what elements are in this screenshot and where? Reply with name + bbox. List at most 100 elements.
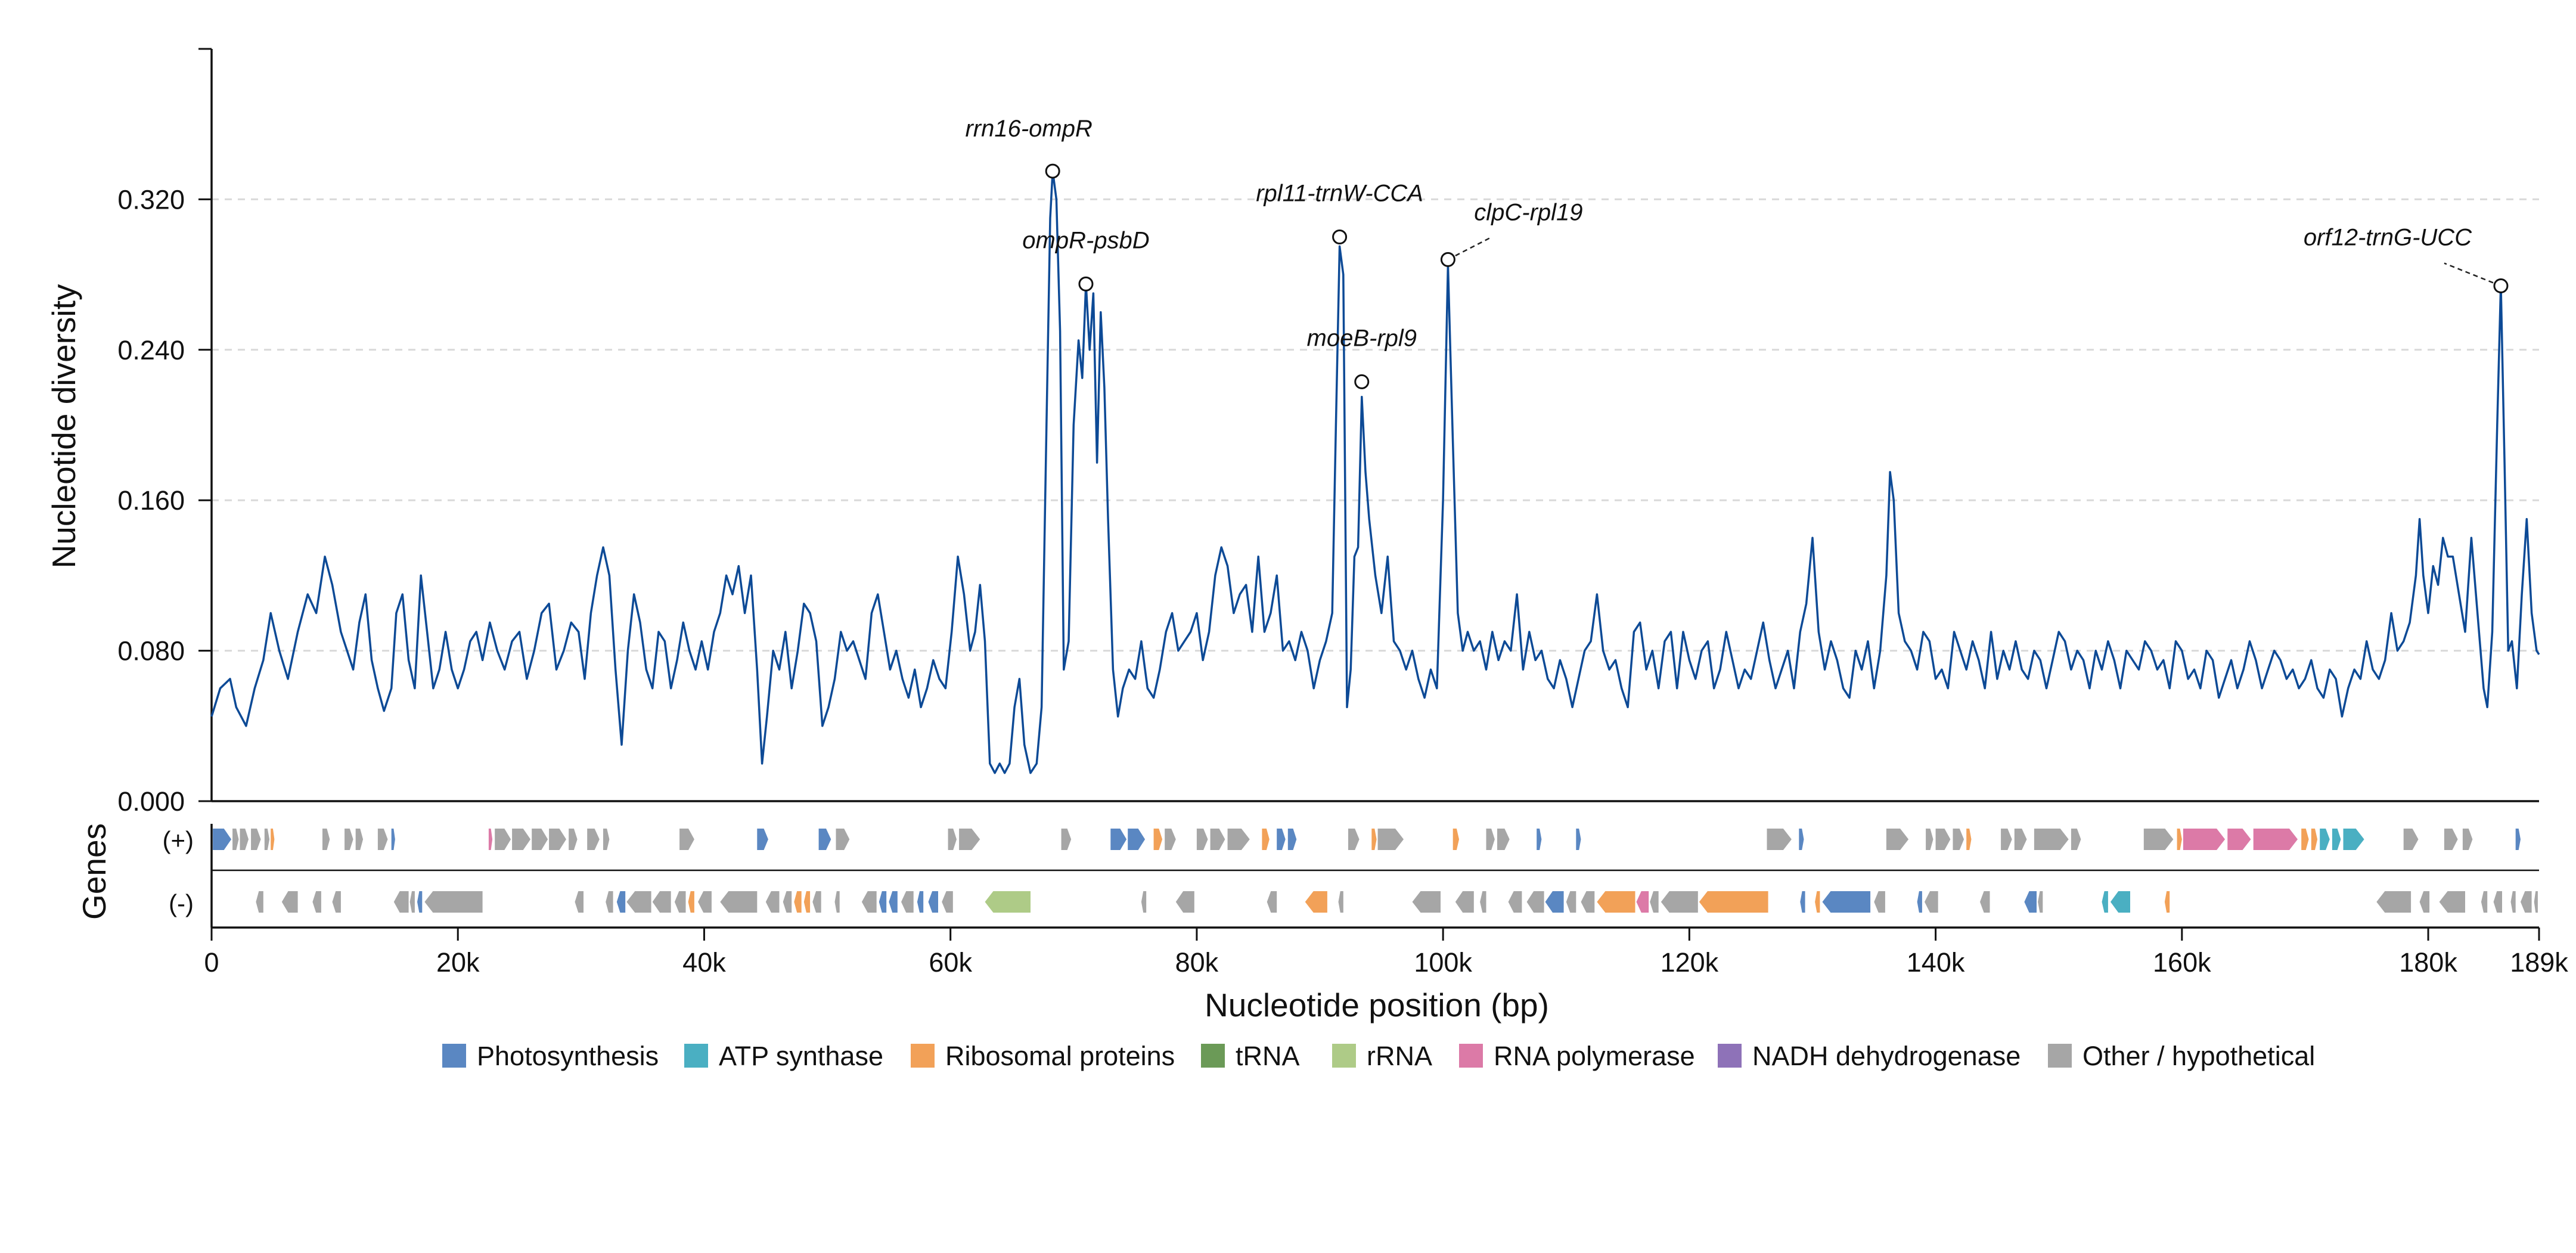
gene-arrow-plus [213,829,232,850]
gene-arrow-minus [2439,891,2465,913]
gene-arrow-minus [2419,891,2430,913]
legend-swatch [684,1044,708,1068]
legend-swatch [1718,1044,1742,1068]
peak-marker [1354,374,1370,389]
gene-arrow-minus [1566,891,1576,913]
gene-arrow-plus [587,829,600,850]
gene-arrow-minus [606,891,613,913]
peak-marker [1332,229,1348,244]
gene-arrow-plus [1165,829,1176,850]
y-tick-label: 0.240 [117,335,185,365]
gene-arrow-minus [879,891,887,913]
gene-arrow-plus [391,829,395,850]
gene-arrow-plus [2071,829,2081,850]
x-tick-label: 180k [2399,947,2457,978]
gene-arrow-minus [2510,891,2516,913]
gene-arrow-minus [1874,891,1885,913]
gene-arrow-minus [2376,891,2411,913]
gene-arrow-minus [1545,891,1564,913]
gene-arrow-minus [985,891,1031,913]
gene-arrow-plus [1277,829,1286,850]
gene-arrow-plus [2034,829,2069,850]
grid-lines [212,198,2539,652]
gene-arrow-plus [569,829,578,850]
x-tick-label: 160k [2153,947,2211,978]
strand-minus-label: (-) [169,889,194,917]
gene-arrow-minus [942,891,953,913]
diversity-series-line [210,170,2540,774]
peak-marker [1045,163,1060,179]
legend-label: Photosynthesis [477,1041,659,1071]
gene-arrow-plus [2311,829,2318,850]
legend-label: rRNA [1367,1041,1432,1071]
gene-arrow-minus [901,891,914,913]
legend-swatch [2048,1044,2072,1068]
legend-swatch [442,1044,466,1068]
x-tick-label: 60k [929,947,972,978]
peak-marker [2493,278,2509,294]
legend-swatch [911,1044,935,1068]
gene-arrow-minus [1980,891,1990,913]
gene-arrow-plus [1497,829,1510,850]
gene-arrow-plus [1537,829,1542,850]
gene-arrow-minus [1822,891,1871,913]
gene-arrow-plus [1210,829,1225,850]
gene-arrow-plus [959,829,980,850]
gene-arrow-plus [2253,829,2298,850]
legend-swatch [1459,1044,1483,1068]
gene-arrow-plus [948,829,957,850]
peak-label: rrn16-ompR [965,116,1092,142]
gene-arrow-plus [488,829,493,850]
gene-arrow-plus [1966,829,1972,850]
gene-arrow-plus [1486,829,1495,850]
gene-arrow-minus [2481,891,2488,913]
gene-arrow-plus [2177,829,2182,850]
gene-arrow-plus [1767,829,1792,850]
peak-marker [1440,252,1455,267]
gene-arrow-minus [2164,891,2170,913]
y-tick-label: 0.160 [117,485,185,516]
x-tick-label: 20k [436,947,480,978]
gene-arrow-minus [626,891,651,913]
gene-arrow-plus [322,829,330,850]
gene-arrow-minus [1925,891,1938,913]
gene-arrow-plus [377,829,388,850]
legend-label: ATP synthase [719,1041,883,1071]
gene-arrow-minus [1412,891,1441,913]
gene-arrow-plus [818,829,831,850]
gene-arrow-minus [1455,891,1474,913]
peak-label: clpC-rpl19 [1474,199,1582,225]
gene-arrow-plus [2462,829,2473,850]
gene-arrow-minus [2024,891,2037,913]
y-tick-label: 0.000 [117,786,185,817]
peak-label: orf12-trnG-UCC [2304,225,2472,251]
gene-arrow-plus [1153,829,1163,850]
peak-annotations: rrn16-ompR ompR-psbD rpl11-trnW-CCA moeB-rp… [965,116,2509,389]
gene-arrow-plus [2183,829,2226,850]
gene-arrow-minus [917,891,924,913]
gene-arrow-minus [794,891,802,913]
x-tick-label: 80k [1175,947,1219,978]
gene-arrow-plus [2227,829,2251,850]
gene-arrow-plus [2403,829,2419,850]
gene-arrow-plus [495,829,511,850]
gene-arrow-plus [1453,829,1459,850]
gene-arrow-minus [424,891,483,913]
gene-arrow-minus [803,891,811,913]
x-tick-label: 189k [2510,947,2568,978]
strand-plus-label: (+) [163,826,194,854]
x-tick-label: 0 [204,947,219,978]
gene-arrow-minus [720,891,758,913]
gene-arrow-plus [603,829,610,850]
peak-label: ompR-psbD [1022,227,1149,253]
gene-arrow-plus [1287,829,1297,850]
gene-arrow-plus [679,829,694,850]
gene-arrow-plus [1799,829,1804,850]
gene-arrow-minus [575,891,584,913]
gene-arrow-plus [2014,829,2027,850]
x-tick-label: 100k [1414,947,1472,978]
gene-arrow-minus [1815,891,1820,913]
gene-arrow-minus [1699,891,1768,913]
gene-arrow-plus [2515,829,2521,850]
